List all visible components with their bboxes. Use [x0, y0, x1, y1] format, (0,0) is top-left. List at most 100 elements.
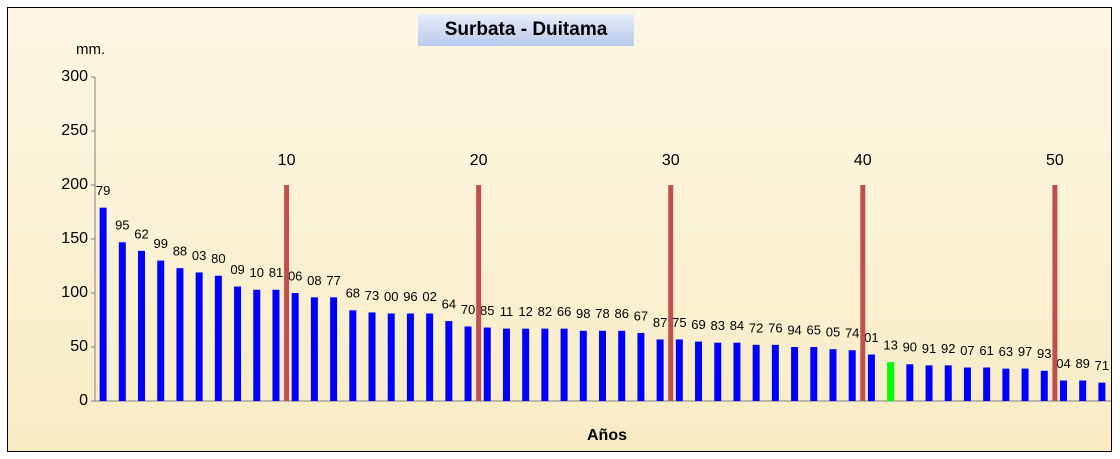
bar-year-label: 61 — [979, 343, 993, 358]
bar-year-label: 06 — [288, 268, 302, 283]
bar-year-label: 66 — [557, 304, 571, 319]
marker-line — [668, 185, 674, 401]
bar — [656, 339, 664, 401]
bar — [349, 310, 357, 401]
marker-label: 10 — [278, 152, 296, 169]
bar — [522, 328, 530, 401]
bar-year-label: 01 — [864, 330, 878, 345]
y-tick-label: 300 — [61, 68, 88, 85]
bar-year-label: 65 — [807, 322, 821, 337]
y-tick-label: 0 — [79, 392, 88, 409]
y-tick-label: 250 — [61, 122, 88, 139]
bar — [387, 313, 395, 401]
bar — [310, 297, 318, 401]
bar — [560, 328, 568, 401]
bar — [675, 339, 683, 401]
bar-year-label: 94 — [787, 322, 801, 337]
bar-year-label: 13 — [883, 338, 897, 353]
bar — [541, 328, 549, 401]
bar — [599, 330, 606, 401]
bar-year-label: 67 — [634, 308, 648, 323]
bar — [867, 354, 875, 401]
marker-label: 50 — [1046, 152, 1064, 169]
marker-line — [860, 185, 866, 401]
marker-label: 40 — [854, 152, 872, 169]
bar-year-label: 76 — [768, 320, 782, 335]
bar — [771, 344, 779, 401]
bar — [99, 207, 107, 401]
bar-year-label: 79 — [96, 183, 110, 198]
title-box — [418, 14, 634, 46]
bar-year-label: 71 — [1095, 358, 1109, 373]
bar-year-label: 89 — [1075, 356, 1089, 371]
bar-year-label: 05 — [826, 325, 840, 340]
bar — [983, 367, 991, 401]
bar-year-label: 68 — [346, 286, 360, 301]
bar-year-label: 03 — [192, 248, 206, 263]
bar-year-label: 08 — [307, 273, 321, 288]
bar-year-label: 09 — [230, 262, 244, 277]
bar-year-label: 90 — [903, 340, 917, 355]
marker-line — [284, 185, 290, 401]
bar — [695, 341, 703, 401]
marker-line — [476, 185, 482, 401]
chart-title: Surbata - Duitama — [445, 19, 608, 40]
bar — [618, 330, 626, 401]
bar-year-label: 04 — [1056, 356, 1070, 371]
bar — [118, 242, 126, 401]
bar-year-label: 64 — [442, 297, 456, 312]
y-axis-label: mm. — [76, 41, 105, 58]
bar — [502, 328, 510, 401]
bar-year-label: 96 — [403, 289, 417, 304]
bar-year-label: 92 — [941, 341, 955, 356]
bar-year-label: 74 — [845, 326, 859, 341]
y-tick-label: 200 — [61, 176, 88, 193]
bar — [714, 342, 722, 401]
y-tick-label: 150 — [61, 230, 88, 247]
bar — [733, 342, 741, 401]
bar-year-label: 82 — [538, 304, 552, 319]
bar-year-label: 00 — [384, 289, 398, 304]
marker-line — [1052, 185, 1058, 401]
bar-year-label: 80 — [211, 251, 225, 266]
bar — [963, 367, 971, 401]
bar — [925, 365, 933, 401]
bar — [406, 313, 414, 401]
bar-year-label: 75 — [672, 315, 686, 330]
bar-year-label: 77 — [326, 273, 340, 288]
bar — [368, 312, 376, 401]
bar-year-label: 84 — [730, 318, 744, 333]
bar — [829, 349, 837, 401]
bar — [579, 330, 587, 401]
bar-year-label: 81 — [269, 265, 283, 280]
bar — [195, 272, 203, 401]
marker-label: 30 — [662, 152, 680, 169]
bar — [848, 350, 856, 401]
bar — [1021, 368, 1029, 401]
bar-year-label: 99 — [153, 236, 167, 251]
bar-year-label: 97 — [1018, 344, 1032, 359]
bar — [1059, 380, 1067, 401]
bar-year-label: 72 — [749, 320, 763, 335]
bar-year-label: 07 — [960, 343, 974, 358]
bar-year-label: 91 — [922, 341, 936, 356]
bar — [810, 347, 818, 401]
bar — [944, 365, 952, 401]
bar-year-label: 88 — [173, 244, 187, 259]
bar — [1098, 382, 1106, 401]
bar — [138, 250, 146, 401]
bar — [1079, 380, 1087, 401]
bar — [483, 327, 491, 401]
bar — [426, 313, 434, 401]
bar-year-label: 11 — [500, 304, 514, 319]
bar-year-label: 98 — [576, 306, 590, 321]
bar — [330, 297, 338, 401]
bar — [752, 344, 760, 401]
bar-year-label: 85 — [480, 303, 494, 318]
bar — [176, 268, 184, 401]
bar — [272, 289, 280, 401]
bar-year-label: 12 — [518, 304, 532, 319]
bar — [253, 289, 261, 401]
bar-year-label: 70 — [461, 302, 475, 317]
